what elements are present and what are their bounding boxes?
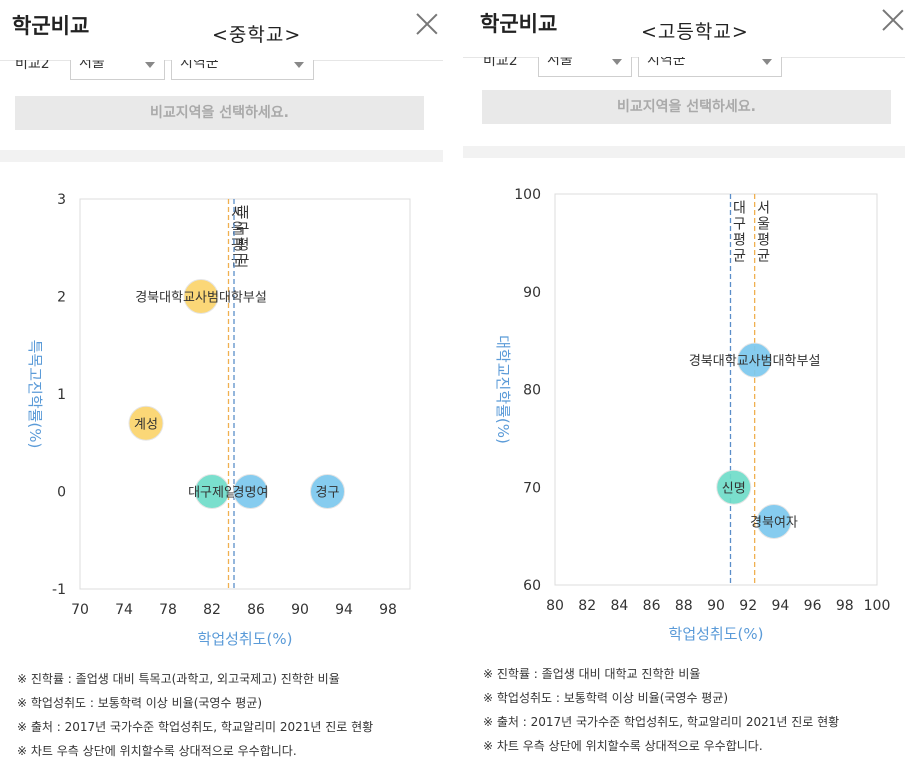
chart-notes: ※ 진학률 : 졸업생 대비 대학교 진학한 비율 ※ 학업성취도 : 보통학력… — [483, 662, 839, 758]
note-line: ※ 출처 : 2017년 국가수준 학업성취도, 학교알리미 2021년 진로 … — [17, 720, 374, 734]
reference-line-label: 대구평균 — [730, 200, 746, 264]
x-tick-label: 86 — [643, 598, 661, 614]
note-line: ※ 차트 우측 상단에 위치할수록 상대적으로 우수합니다. — [483, 739, 763, 753]
filter-row: 비교2 서울 지역군 — [463, 57, 905, 79]
y-tick-label: 2 — [57, 290, 66, 306]
x-tick-label: 94 — [335, 602, 353, 618]
panel-title: 학군비교 — [12, 14, 90, 38]
x-tick-label: 90 — [707, 598, 725, 614]
data-point — [183, 279, 219, 314]
note-line: ※ 학업성취도 : 보통학력 이상 비율(국영수 평균) — [483, 691, 729, 705]
y-tick-label: 1 — [57, 387, 66, 403]
district-select[interactable]: 지역군 — [638, 57, 782, 77]
chevron-down-icon — [145, 62, 155, 68]
x-tick-label: 88 — [675, 598, 693, 614]
chart-notes: ※ 진학률 : 졸업생 대비 특목고(과학고, 외고국제고) 진학한 비율 ※ … — [17, 667, 373, 763]
x-tick-label: 98 — [379, 602, 397, 618]
y-tick-label: 0 — [57, 485, 66, 501]
x-tick-label: 82 — [578, 598, 596, 614]
data-point — [310, 474, 345, 509]
x-axis-label: 학업성취도(%) — [198, 630, 293, 648]
city-select[interactable]: 서울 — [70, 60, 165, 80]
note-line: ※ 차트 우측 상단에 위치할수록 상대적으로 우수합니다. — [17, 744, 297, 758]
data-point — [756, 503, 792, 539]
y-tick-label: -1 — [52, 582, 66, 598]
compare-region-button[interactable]: 비교지역을 선택하세요. — [482, 90, 891, 124]
x-tick-label: 70 — [71, 602, 89, 618]
panel-gap — [443, 0, 463, 773]
y-tick-label: 100 — [514, 187, 541, 203]
data-point-label: 경북대학교사범대학부설 — [135, 291, 267, 306]
x-tick-label: 90 — [291, 602, 309, 618]
middle-school-scatter-chart: 70 74 78 82 86 90 94 98 -1 0 1 2 3 서울평균대구평균경북대학교사범대학부… — [26, 192, 411, 648]
x-tick-label: 86 — [247, 602, 265, 618]
x-tick-label: 94 — [771, 598, 789, 614]
chevron-down-icon — [762, 59, 772, 65]
y-tick-label: 3 — [57, 192, 66, 208]
note-line: ※ 출처 : 2017년 국가수준 학업성취도, 학교알리미 2021년 진로 … — [483, 715, 840, 729]
reference-line-label: 대구평균 — [234, 205, 250, 269]
data-point — [194, 474, 230, 509]
x-axis-label: 학업성취도(%) — [669, 625, 764, 643]
y-axis-label: 대학교진학률(%) — [494, 335, 512, 444]
data-point — [737, 342, 773, 378]
panel-title: 학군비교 — [480, 12, 558, 36]
city-select[interactable]: 서울 — [538, 57, 632, 77]
high-school-scatter-chart: 80 82 84 86 88 90 92 94 96 98 100 60 70 80 90 100 대구평균 서울… — [494, 187, 891, 643]
x-tick-label: 74 — [115, 602, 133, 618]
reference-line-label: 서울평균 — [755, 200, 771, 264]
data-point-label: 계성 — [134, 417, 158, 432]
chevron-down-icon — [294, 62, 304, 68]
filter-row: 비교2 서울 지역군 — [0, 60, 443, 82]
compare-region-button[interactable]: 비교지역을 선택하세요. — [15, 96, 424, 130]
note-line: ※ 학업성취도 : 보통학력 이상 비율(국영수 평균) — [17, 696, 263, 710]
data-point — [233, 474, 268, 509]
x-tick-label: 78 — [159, 602, 177, 618]
data-point-label: 경북대학교사범대학부설 — [689, 354, 821, 369]
district-select[interactable]: 지역군 — [171, 60, 314, 80]
data-point-label: 경북여자 — [750, 515, 798, 530]
panel-subtitle: <중학교> — [212, 24, 302, 46]
data-point-label: 대구제일 — [188, 486, 236, 501]
data-point — [716, 469, 752, 505]
city-select-value: 서울 — [79, 60, 105, 71]
data-point-label: 신명 — [722, 481, 746, 496]
y-tick-label: 60 — [523, 578, 541, 594]
plot-area — [554, 193, 878, 586]
data-point-label: 경구 — [316, 486, 340, 501]
district-select-value: 지역군 — [647, 57, 686, 68]
filter-label: 비교2 — [483, 57, 518, 69]
chevron-down-icon — [612, 59, 622, 65]
middle-school-panel: 학군비교 <중학교> 비교2 서울 지역군 비교지역을 선택하세요. 70 74 7… — [0, 0, 443, 773]
x-tick-label: 82 — [203, 602, 221, 618]
x-tick-label: 98 — [836, 598, 854, 614]
high-school-panel: 학군비교 <고등학교> 비교2 서울 지역군 비교지역을 선택하세요. 80 82… — [463, 0, 905, 773]
section-divider — [0, 150, 443, 162]
note-line: ※ 진학률 : 졸업생 대비 대학교 진학한 비율 — [483, 667, 701, 681]
reference-line-label: 서울평균 — [229, 205, 245, 269]
plot-area — [79, 198, 411, 590]
city-select-value: 서울 — [547, 57, 573, 68]
x-tick-label: 80 — [546, 598, 564, 614]
y-tick-label: 80 — [523, 383, 541, 399]
x-tick-label: 96 — [804, 598, 822, 614]
filter-label: 비교2 — [15, 60, 50, 72]
x-tick-label: 92 — [739, 598, 757, 614]
y-tick-label: 90 — [523, 285, 541, 301]
x-tick-label: 100 — [864, 598, 891, 614]
note-line: ※ 진학률 : 졸업생 대비 특목고(과학고, 외고국제고) 진학한 비율 — [17, 672, 340, 686]
y-tick-label: 70 — [523, 480, 541, 496]
data-point — [128, 405, 164, 441]
data-point-label: 경명여 — [233, 486, 269, 501]
panel-subtitle: <고등학교> — [641, 21, 749, 43]
district-select-value: 지역군 — [180, 60, 219, 71]
section-divider — [463, 146, 905, 158]
x-tick-label: 84 — [610, 598, 628, 614]
y-axis-label: 특목고진학률(%) — [26, 340, 44, 449]
